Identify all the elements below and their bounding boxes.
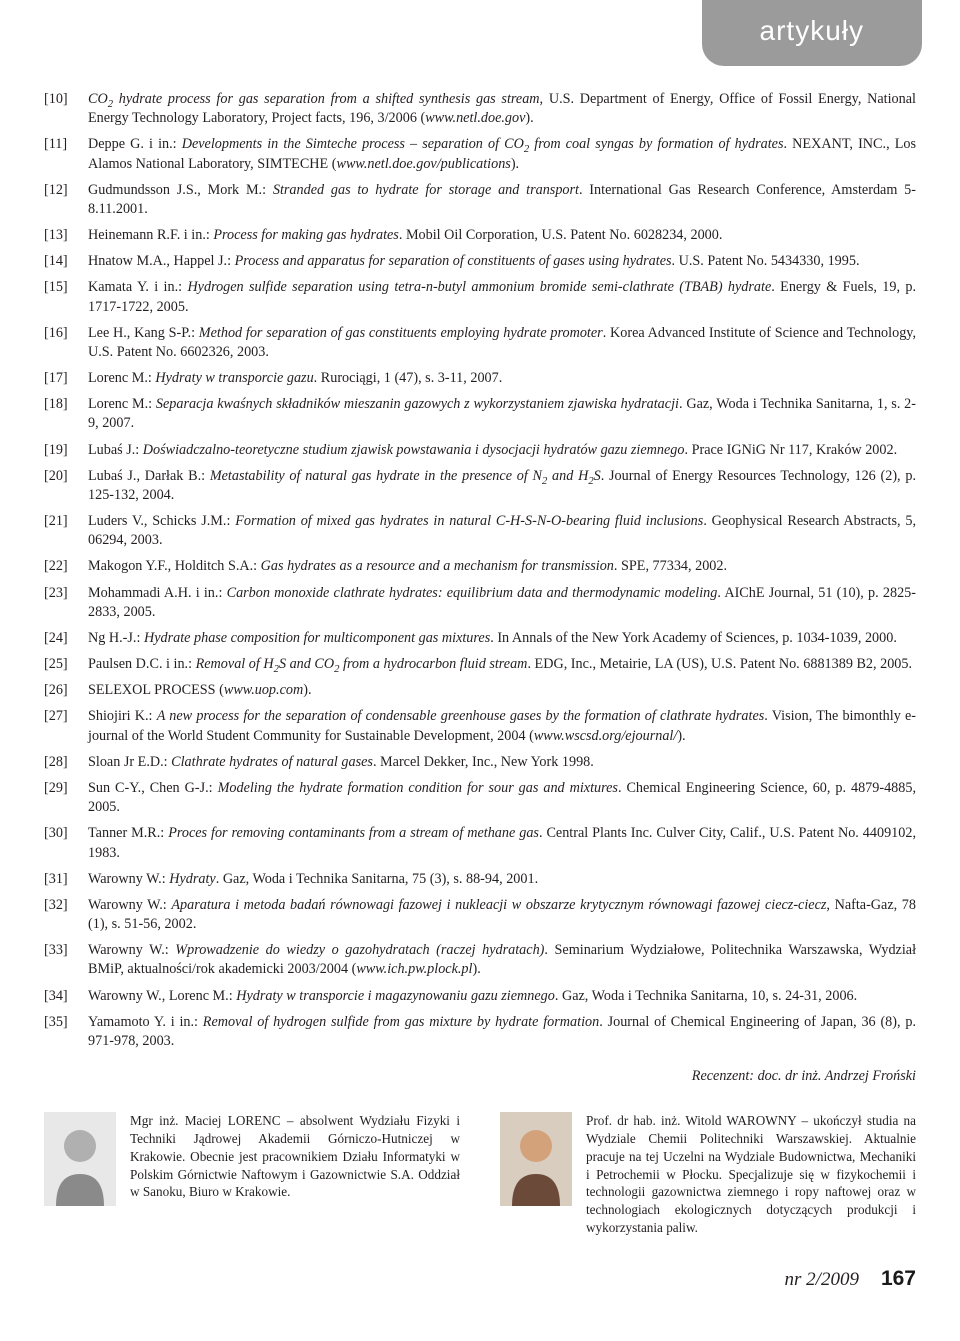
reference-item: [19]Lubaś J.: Doświadczalno-teoretyczne …	[44, 441, 916, 460]
reference-item: [12]Gudmundsson J.S., Mork M.: Stranded …	[44, 181, 916, 219]
reference-item: [20]Lubaś J., Darłak B.: Metastability o…	[44, 467, 916, 505]
reference-number: [16]	[44, 324, 88, 362]
author-bio-text: Prof. dr hab. inż. Witold WAROWNY – ukoń…	[586, 1112, 916, 1237]
reference-text: Deppe G. i in.: Developments in the Simt…	[88, 135, 916, 173]
issue-number: nr 2/2009	[785, 1267, 859, 1293]
reference-text: Tanner M.R.: Proces for removing contami…	[88, 824, 916, 862]
reference-number: [21]	[44, 512, 88, 550]
reviewer-line: Recenzent: doc. dr inż. Andrzej Froński	[0, 1067, 916, 1086]
reference-item: [29]Sun C-Y., Chen G-J.: Modeling the hy…	[44, 779, 916, 817]
reference-number: [25]	[44, 655, 88, 674]
author-bio: Prof. dr hab. inż. Witold WAROWNY – ukoń…	[500, 1112, 916, 1237]
reference-number: [23]	[44, 584, 88, 622]
reference-text: Warowny W.: Wprowadzenie do wiedzy o gaz…	[88, 941, 916, 979]
author-bios: Mgr inż. Maciej LORENC – absolwent Wydzi…	[0, 1086, 960, 1237]
reference-number: [28]	[44, 753, 88, 772]
section-tab: artykuły	[702, 0, 922, 66]
reference-item: [34]Warowny W., Lorenc M.: Hydraty w tra…	[44, 987, 916, 1006]
reference-item: [18]Lorenc M.: Separacja kwaśnych składn…	[44, 395, 916, 433]
reference-item: [31]Warowny W.: Hydraty. Gaz, Woda i Tec…	[44, 870, 916, 889]
reference-number: [11]	[44, 135, 88, 173]
reference-number: [18]	[44, 395, 88, 433]
reference-item: [11]Deppe G. i in.: Developments in the …	[44, 135, 916, 173]
reference-text: Mohammadi A.H. i in.: Carbon monoxide cl…	[88, 584, 916, 622]
reference-number: [33]	[44, 941, 88, 979]
reference-text: SELEXOL PROCESS (www.uop.com).	[88, 681, 916, 700]
reference-item: [16]Lee H., Kang S-P.: Method for separa…	[44, 324, 916, 362]
reference-item: [32]Warowny W.: Aparatura i metoda badań…	[44, 896, 916, 934]
reference-item: [15]Kamata Y. i in.: Hydrogen sulfide se…	[44, 278, 916, 316]
reference-text: Lorenc M.: Hydraty w transporcie gazu. R…	[88, 369, 916, 388]
reference-item: [21]Luders V., Schicks J.M.: Formation o…	[44, 512, 916, 550]
reference-item: [13]Heinemann R.F. i in.: Process for ma…	[44, 226, 916, 245]
reference-number: [29]	[44, 779, 88, 817]
reference-item: [24]Ng H.-J.: Hydrate phase composition …	[44, 629, 916, 648]
reference-text: Paulsen D.C. i in.: Removal of H2S and C…	[88, 655, 916, 674]
reference-text: Shiojiri K.: A new process for the separ…	[88, 707, 916, 745]
reference-text: Sun C-Y., Chen G-J.: Modeling the hydrat…	[88, 779, 916, 817]
reference-number: [19]	[44, 441, 88, 460]
reference-number: [32]	[44, 896, 88, 934]
reference-item: [30]Tanner M.R.: Proces for removing con…	[44, 824, 916, 862]
reference-number: [12]	[44, 181, 88, 219]
reference-text: CO2 hydrate process for gas separation f…	[88, 90, 916, 128]
reference-text: Yamamoto Y. i in.: Removal of hydrogen s…	[88, 1013, 916, 1051]
page-footer: nr 2/2009 167	[0, 1237, 960, 1293]
reference-number: [34]	[44, 987, 88, 1006]
reference-number: [15]	[44, 278, 88, 316]
reference-item: [22]Makogon Y.F., Holditch S.A.: Gas hyd…	[44, 557, 916, 576]
author-portrait	[500, 1112, 572, 1206]
author-bio: Mgr inż. Maciej LORENC – absolwent Wydzi…	[44, 1112, 460, 1237]
reference-number: [17]	[44, 369, 88, 388]
reference-item: [27]Shiojiri K.: A new process for the s…	[44, 707, 916, 745]
reference-text: Warowny W., Lorenc M.: Hydraty w transpo…	[88, 987, 916, 1006]
reference-text: Makogon Y.F., Holditch S.A.: Gas hydrate…	[88, 557, 916, 576]
reference-number: [22]	[44, 557, 88, 576]
reference-item: [28]Sloan Jr E.D.: Clathrate hydrates of…	[44, 753, 916, 772]
reference-number: [10]	[44, 90, 88, 128]
reference-number: [31]	[44, 870, 88, 889]
reference-item: [25]Paulsen D.C. i in.: Removal of H2S a…	[44, 655, 916, 674]
reference-item: [17]Lorenc M.: Hydraty w transporcie gaz…	[44, 369, 916, 388]
reference-text: Hnatow M.A., Happel J.: Process and appa…	[88, 252, 916, 271]
reference-number: [14]	[44, 252, 88, 271]
reference-item: [23]Mohammadi A.H. i in.: Carbon monoxid…	[44, 584, 916, 622]
reference-item: [10]CO2 hydrate process for gas separati…	[44, 90, 916, 128]
reference-text: Lubaś J.: Doświadczalno-teoretyczne stud…	[88, 441, 916, 460]
reference-item: [33]Warowny W.: Wprowadzenie do wiedzy o…	[44, 941, 916, 979]
reference-text: Luders V., Schicks J.M.: Formation of mi…	[88, 512, 916, 550]
author-bio-text: Mgr inż. Maciej LORENC – absolwent Wydzi…	[130, 1112, 460, 1237]
reference-number: [24]	[44, 629, 88, 648]
reference-text: Ng H.-J.: Hydrate phase composition for …	[88, 629, 916, 648]
reference-text: Warowny W.: Hydraty. Gaz, Woda i Technik…	[88, 870, 916, 889]
reference-item: [26]SELEXOL PROCESS (www.uop.com).	[44, 681, 916, 700]
reference-number: [35]	[44, 1013, 88, 1051]
reference-text: Lubaś J., Darłak B.: Metastability of na…	[88, 467, 916, 505]
reference-text: Lee H., Kang S-P.: Method for separation…	[88, 324, 916, 362]
reference-text: Lorenc M.: Separacja kwaśnych składników…	[88, 395, 916, 433]
author-portrait	[44, 1112, 116, 1206]
reference-number: [30]	[44, 824, 88, 862]
reference-text: Heinemann R.F. i in.: Process for making…	[88, 226, 916, 245]
reference-text: Sloan Jr E.D.: Clathrate hydrates of nat…	[88, 753, 916, 772]
references-list: [10]CO2 hydrate process for gas separati…	[0, 0, 960, 1051]
reference-text: Warowny W.: Aparatura i metoda badań rów…	[88, 896, 916, 934]
reference-item: [35]Yamamoto Y. i in.: Removal of hydrog…	[44, 1013, 916, 1051]
reference-text: Kamata Y. i in.: Hydrogen sulfide separa…	[88, 278, 916, 316]
page-number: 167	[881, 1265, 916, 1293]
reference-item: [14]Hnatow M.A., Happel J.: Process and …	[44, 252, 916, 271]
reference-number: [13]	[44, 226, 88, 245]
reference-number: [26]	[44, 681, 88, 700]
reference-text: Gudmundsson J.S., Mork M.: Stranded gas …	[88, 181, 916, 219]
reference-number: [20]	[44, 467, 88, 505]
reference-number: [27]	[44, 707, 88, 745]
